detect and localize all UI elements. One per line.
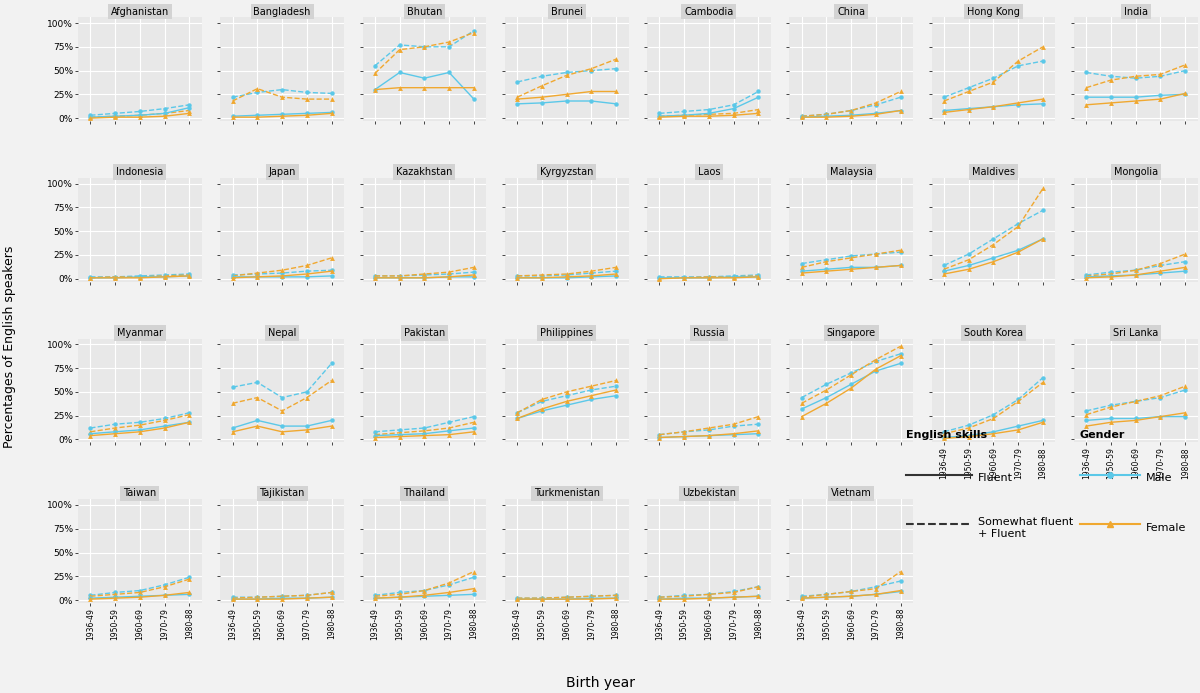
- Text: Female: Female: [1146, 523, 1187, 533]
- Title: Malaysia: Malaysia: [829, 167, 872, 177]
- Title: Bhutan: Bhutan: [407, 6, 442, 17]
- Text: Gender: Gender: [1080, 430, 1126, 439]
- Title: Indonesia: Indonesia: [116, 167, 163, 177]
- Title: Russia: Russia: [694, 328, 725, 338]
- Title: Philippines: Philippines: [540, 328, 593, 338]
- Text: Percentages of English speakers: Percentages of English speakers: [4, 245, 16, 448]
- Title: China: China: [838, 6, 865, 17]
- Title: Sri Lanka: Sri Lanka: [1114, 328, 1158, 338]
- Title: Bangladesh: Bangladesh: [253, 6, 311, 17]
- Title: Uzbekistan: Uzbekistan: [682, 489, 736, 498]
- Title: Nepal: Nepal: [268, 328, 296, 338]
- Title: Cambodia: Cambodia: [684, 6, 733, 17]
- Title: Turkmenistan: Turkmenistan: [534, 489, 600, 498]
- Title: Kazakhstan: Kazakhstan: [396, 167, 452, 177]
- Title: Tajikistan: Tajikistan: [259, 489, 305, 498]
- Title: Mongolia: Mongolia: [1114, 167, 1158, 177]
- Text: Birth year: Birth year: [565, 676, 635, 690]
- Title: Afghanistan: Afghanistan: [110, 6, 169, 17]
- Title: Hong Kong: Hong Kong: [967, 6, 1020, 17]
- Title: India: India: [1123, 6, 1147, 17]
- Title: Maldives: Maldives: [972, 167, 1015, 177]
- Text: Male: Male: [1146, 473, 1172, 483]
- Title: Thailand: Thailand: [403, 489, 445, 498]
- Text: Fluent: Fluent: [978, 473, 1013, 483]
- Title: Taiwan: Taiwan: [124, 489, 156, 498]
- Title: Laos: Laos: [697, 167, 720, 177]
- Text: English skills: English skills: [906, 430, 988, 439]
- Title: Kyrgyzstan: Kyrgyzstan: [540, 167, 593, 177]
- Title: Brunei: Brunei: [551, 6, 583, 17]
- Title: South Korea: South Korea: [964, 328, 1022, 338]
- Title: Myanmar: Myanmar: [116, 328, 163, 338]
- Title: Japan: Japan: [269, 167, 296, 177]
- Title: Singapore: Singapore: [827, 328, 876, 338]
- Title: Vietnam: Vietnam: [830, 489, 871, 498]
- Text: Somewhat fluent
+ Fluent: Somewhat fluent + Fluent: [978, 517, 1073, 538]
- Title: Pakistan: Pakistan: [403, 328, 445, 338]
